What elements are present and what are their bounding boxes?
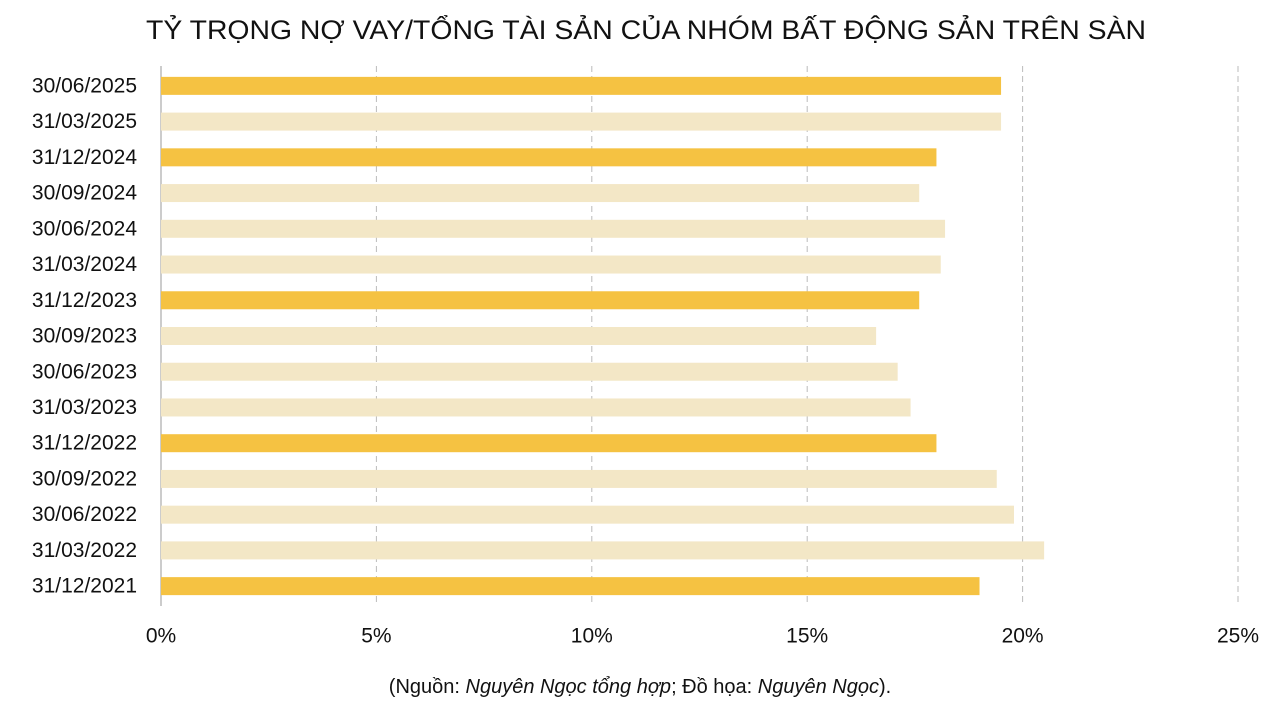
y-tick-label: 31/12/2022 [32, 432, 137, 455]
chart-title: TỶ TRỌNG NỢ VAY/TỔNG TÀI SẢN CỦA NHÓM BẤ… [146, 13, 1146, 45]
bar [161, 184, 920, 203]
source-text: ). [878, 676, 892, 698]
bar [161, 505, 1014, 524]
bar [161, 291, 920, 310]
y-tick-label: 31/12/2021 [32, 575, 137, 598]
bar [161, 327, 877, 345]
x-tick-label: 10% [571, 625, 613, 648]
bar [161, 541, 1045, 560]
source-text: ; Đồ họa: [671, 676, 753, 698]
x-tick-label: 0% [146, 625, 176, 648]
source-note: (Nguồn: Nguyên Ngọc tổng hợp; Đồ họa: Ng… [0, 676, 1280, 699]
bar [161, 219, 946, 238]
bar [161, 577, 980, 596]
y-tick-label: 30/06/2022 [32, 503, 137, 526]
x-tick-label: 5% [361, 625, 391, 648]
x-tick-label: 25% [1217, 625, 1259, 648]
x-tick-label: 20% [1002, 625, 1044, 648]
bar [161, 112, 1002, 131]
source-text: Nguyên Ngọc tổng hợp [465, 676, 672, 698]
y-tick-label: 31/03/2025 [32, 110, 137, 133]
y-tick-label: 31/12/2024 [32, 146, 137, 169]
bar [161, 362, 898, 381]
bar [161, 434, 937, 453]
y-tick-label: 30/06/2023 [32, 360, 137, 383]
y-tick-label: 31/03/2022 [32, 539, 137, 562]
x-tick-label: 15% [786, 625, 828, 648]
source-text: (Nguồn: [388, 676, 460, 698]
y-tick-label: 30/06/2025 [32, 74, 137, 97]
chart: TỶ TRỌNG NỢ VAY/TỔNG TÀI SẢN CỦA NHÓM BẤ… [32, 13, 1259, 648]
y-tick-label: 30/09/2022 [32, 467, 137, 490]
y-tick-label: 31/03/2023 [32, 396, 137, 419]
y-tick-label: 30/09/2024 [32, 182, 137, 205]
bar [161, 76, 1002, 95]
bar [161, 469, 997, 488]
bar [161, 398, 911, 417]
bar [161, 255, 941, 274]
y-tick-label: 31/12/2023 [32, 289, 137, 312]
bar [161, 148, 937, 167]
y-tick-label: 31/03/2024 [32, 253, 137, 276]
y-tick-label: 30/06/2024 [32, 217, 137, 240]
source-text: Nguyên Ngọc [757, 676, 879, 698]
y-tick-label: 30/09/2023 [32, 325, 137, 348]
